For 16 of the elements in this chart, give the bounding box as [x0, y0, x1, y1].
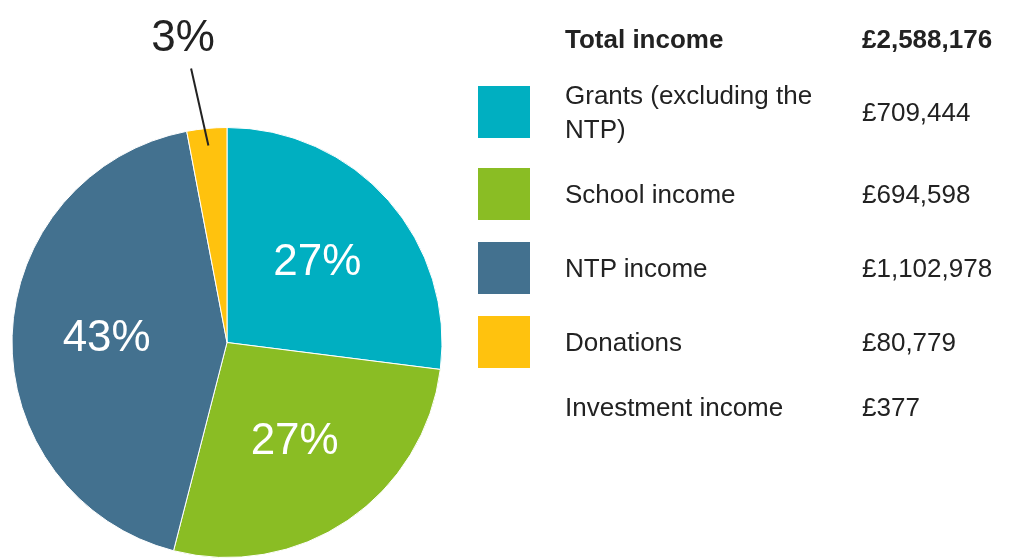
legend-label: NTP income — [565, 252, 709, 285]
text: £2,588,176 — [862, 23, 994, 56]
legend-label: Grants (excluding the NTP) — [565, 79, 814, 146]
data-label: 27% — [273, 235, 362, 285]
text: £709,444 — [862, 96, 972, 129]
legend-label: Donations — [565, 326, 684, 359]
text: £694,598 — [862, 178, 972, 211]
text: £1,102,978 — [862, 252, 994, 285]
data-label: 27% — [250, 414, 339, 464]
text: Investment income — [565, 391, 785, 424]
legend-label: School income — [565, 178, 737, 211]
text: Total income — [565, 23, 725, 56]
text: £377 — [862, 391, 921, 424]
data-label: 3% — [151, 10, 215, 60]
data-label: 43% — [62, 310, 151, 360]
text: £80,779 — [862, 326, 957, 359]
